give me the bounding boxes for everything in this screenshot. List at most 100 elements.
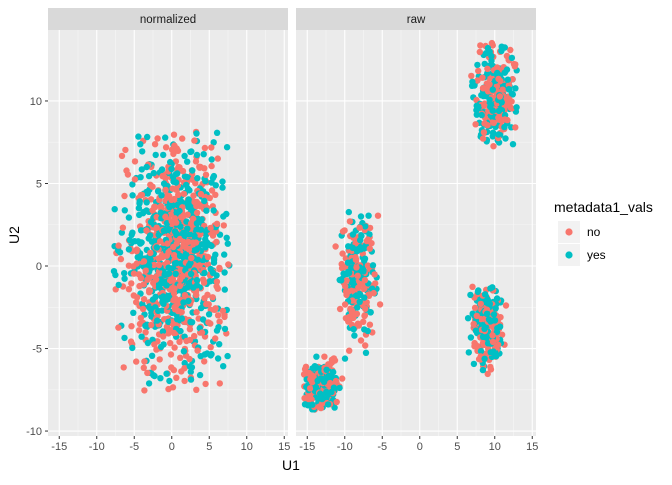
data-point (196, 164, 203, 171)
data-point (170, 329, 178, 337)
data-point (162, 186, 169, 194)
data-point (481, 325, 488, 332)
data-point (163, 192, 171, 199)
data-point (126, 236, 133, 244)
data-point (214, 155, 221, 162)
data-point (191, 247, 198, 254)
data-point (484, 370, 491, 378)
data-point (349, 231, 357, 238)
data-point (163, 370, 170, 377)
data-point (487, 349, 494, 356)
data-point (488, 52, 495, 60)
data-point (357, 337, 365, 344)
data-point (356, 244, 363, 252)
data-point (155, 307, 162, 315)
data-point (499, 86, 506, 93)
data-point (155, 261, 163, 269)
data-point (203, 207, 210, 214)
data-point (173, 240, 180, 247)
data-point (494, 69, 501, 77)
data-point (185, 297, 192, 305)
data-point (152, 293, 159, 300)
data-point (160, 278, 168, 285)
data-point (185, 262, 193, 269)
data-point (468, 72, 475, 80)
data-point (197, 190, 205, 198)
data-point (201, 197, 208, 205)
data-point (212, 251, 219, 258)
data-point (365, 292, 373, 299)
data-point (144, 276, 151, 283)
x-tick-label: 5 (454, 441, 460, 453)
data-point (196, 262, 203, 269)
x-tick-label: 15 (278, 441, 290, 453)
data-point (209, 294, 216, 301)
data-point (136, 211, 143, 219)
data-point (155, 284, 163, 291)
data-point (357, 236, 364, 244)
data-point (490, 143, 497, 150)
data-point (479, 135, 487, 142)
data-point (171, 142, 178, 149)
data-point (371, 271, 378, 278)
data-point (374, 212, 382, 219)
data-point (165, 226, 172, 234)
data-point (201, 358, 208, 365)
data-point (191, 332, 198, 340)
data-point (176, 235, 184, 243)
data-point (189, 167, 196, 174)
data-point (152, 151, 159, 159)
data-point (135, 205, 143, 212)
data-point (477, 348, 485, 355)
data-point (343, 291, 350, 299)
facet-strip-label: normalized (140, 14, 196, 26)
data-point (349, 287, 356, 294)
data-point (210, 259, 218, 266)
data-point (338, 260, 345, 268)
data-point (487, 363, 494, 371)
data-point (173, 259, 180, 267)
data-point (504, 100, 512, 108)
data-point (181, 292, 189, 299)
data-point (171, 303, 178, 311)
data-point (488, 57, 495, 65)
data-point (221, 286, 228, 293)
facet-strip (296, 8, 536, 30)
data-point (112, 271, 119, 279)
data-point (472, 121, 479, 128)
data-point (193, 151, 201, 159)
data-point (360, 285, 368, 293)
data-point (301, 395, 308, 402)
data-point (170, 290, 178, 297)
data-point (177, 354, 184, 361)
data-point (313, 364, 320, 371)
data-point (193, 209, 201, 216)
data-point (145, 380, 153, 387)
data-point (225, 261, 232, 268)
data-point (157, 209, 164, 216)
data-point (342, 283, 349, 290)
data-point (208, 156, 215, 163)
data-point (339, 228, 347, 235)
data-point (470, 320, 477, 328)
data-point (197, 304, 205, 312)
facet-strip (48, 8, 288, 30)
data-point (213, 278, 221, 285)
data-point (170, 297, 177, 304)
data-point (345, 313, 353, 321)
data-point (121, 207, 128, 214)
data-point (196, 371, 204, 379)
x-tick-label: 10 (489, 441, 501, 453)
data-point (212, 182, 219, 189)
data-point (362, 349, 370, 356)
data-point (171, 228, 179, 235)
data-point (212, 335, 219, 342)
data-point (201, 269, 208, 277)
data-point (142, 322, 149, 329)
data-point (321, 353, 328, 360)
data-point (213, 220, 221, 227)
data-point (148, 238, 156, 245)
data-point (495, 131, 502, 138)
data-point (153, 244, 160, 251)
x-tick-label: 0 (417, 441, 423, 453)
